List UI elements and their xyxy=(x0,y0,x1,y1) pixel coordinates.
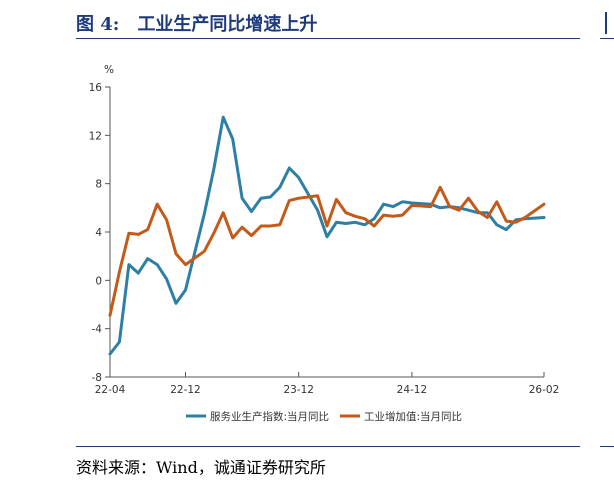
y-axis: -8 -4 0 4 8 12 16% xyxy=(89,64,114,384)
y-tick-label: 0 xyxy=(95,275,102,287)
legend-label-2: 工业增加值:当月同比 xyxy=(364,410,462,423)
figure-title-text: 工业生产同比增速上升 xyxy=(137,14,318,35)
next-column-bottom-rule xyxy=(600,446,614,447)
x-axis: 22-04 22-12 23-12 24-12 26-02 xyxy=(95,372,560,396)
series-line-1 xyxy=(108,115,546,356)
source-note: 资料来源：Wind，诚通证券研究所 xyxy=(76,458,326,477)
y-tick-label: 12 xyxy=(89,130,102,142)
source-rule xyxy=(76,446,580,447)
y-tick-label: -4 xyxy=(92,324,103,336)
y-tick-label: 8 xyxy=(95,179,102,191)
legend-label-1: 服务业生产指数:当月同比 xyxy=(210,410,329,423)
x-tick-label: 23-12 xyxy=(283,384,314,396)
y-axis-unit-label: % xyxy=(104,64,114,76)
figure-title: 图 4: 工业生产同比增速上升 xyxy=(76,10,317,36)
next-column-edge-rule xyxy=(600,38,614,39)
legend: 服务业生产指数:当月同比 工业增加值:当月同比 xyxy=(186,410,462,423)
x-tick-label: 22-04 xyxy=(95,384,126,396)
y-tick-label: 4 xyxy=(95,227,102,239)
y-tick-label: 16 xyxy=(89,82,103,94)
x-tick-label: 22-12 xyxy=(170,384,201,396)
x-tick-label: 26-02 xyxy=(529,384,560,396)
x-tick-label: 24-12 xyxy=(397,384,428,396)
series-line-2 xyxy=(108,185,546,317)
figure-number: 图 4: xyxy=(76,14,120,35)
next-column-edge-glyph xyxy=(605,12,607,34)
y-tick-label: -8 xyxy=(92,372,102,384)
title-rule xyxy=(76,38,580,39)
series-layer xyxy=(108,115,546,356)
